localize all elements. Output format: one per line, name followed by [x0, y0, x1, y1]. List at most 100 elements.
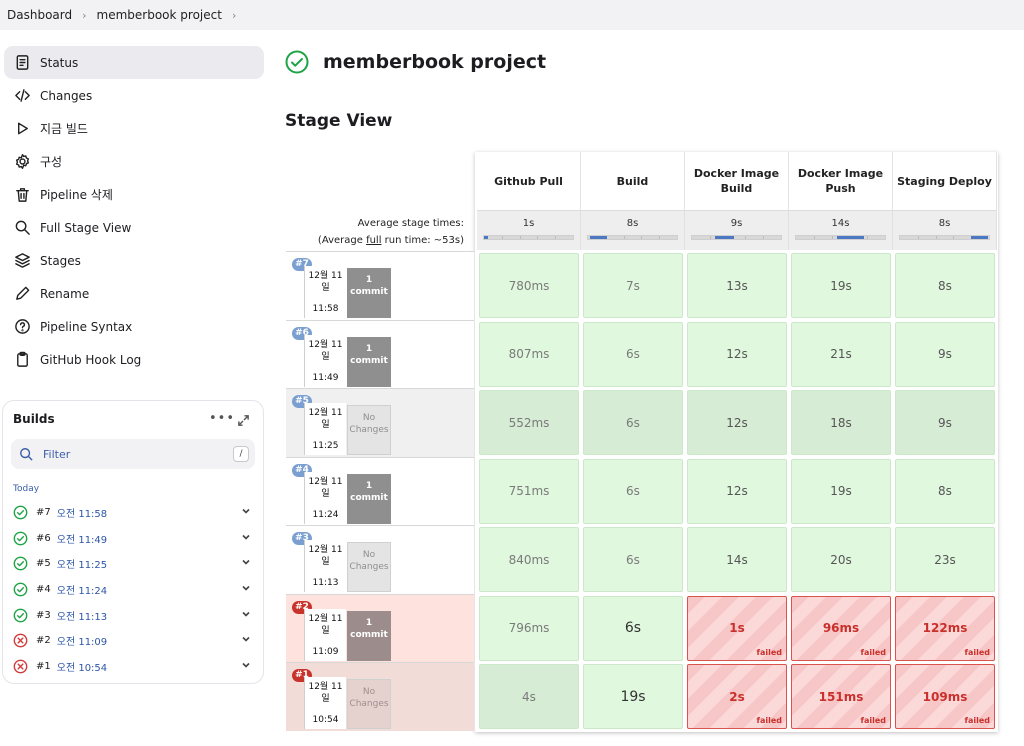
build-time[interactable]: 오전 10:54	[56, 662, 108, 674]
build-number[interactable]: #2	[36, 635, 51, 647]
stage-cell-failed[interactable]: 96ms failed	[791, 595, 891, 661]
sidebar-item-changes[interactable]: Changes	[4, 79, 264, 112]
search-icon	[13, 219, 31, 237]
stage-cell[interactable]: 6s	[583, 595, 683, 661]
success-check-icon	[13, 582, 28, 597]
breadcrumb: Dashboard › memberbook project ›	[0, 0, 1024, 30]
stage-average-value: 8s	[626, 218, 639, 229]
stage-cell[interactable]: 8s	[895, 253, 995, 318]
full-runtime-link[interactable]: full	[366, 235, 382, 246]
stage-cell[interactable]: 19s	[791, 253, 891, 318]
chevron-down-icon[interactable]	[241, 506, 251, 519]
expand-icon[interactable]	[237, 412, 250, 431]
stage-cell[interactable]: 6s	[583, 527, 683, 592]
build-number[interactable]: #6	[36, 532, 51, 544]
sidebar-item-full-stage-view[interactable]: Full Stage View	[4, 211, 264, 244]
avg-label-line2: (Average full run time: ~53s)	[317, 235, 464, 246]
stage-cell[interactable]: 12s	[687, 458, 787, 524]
sidebar-item-pipeline-syntax[interactable]: Pipeline Syntax	[4, 310, 264, 343]
stage-cell-failed[interactable]: 109ms failed	[895, 664, 995, 729]
sidebar-item-stages[interactable]: Stages	[4, 244, 264, 277]
run-changes[interactable]: 1 commit	[347, 473, 391, 524]
stage-cell[interactable]: 21s	[791, 321, 891, 387]
stage-cell[interactable]: 751ms	[479, 458, 579, 524]
build-time[interactable]: 오전 11:13	[56, 611, 108, 623]
stage-cell[interactable]: 6s	[583, 458, 683, 524]
sidebar-item-구성[interactable]: 구성	[4, 145, 264, 178]
stage-cell[interactable]: 9s	[895, 321, 995, 387]
stage-cell[interactable]: 9s	[895, 390, 995, 455]
stage-view-title: Stage View	[285, 111, 393, 131]
build-row[interactable]: #6 오전 11:49	[13, 526, 257, 552]
chevron-down-icon[interactable]	[241, 609, 251, 622]
chevron-down-icon[interactable]	[241, 557, 251, 570]
stage-cell-duration: 6s	[626, 415, 640, 430]
stage-cell[interactable]: 796ms	[479, 595, 579, 661]
build-time[interactable]: 오전 11:25	[56, 560, 108, 572]
stage-header: Docker Image Build	[685, 152, 789, 210]
stage-cell[interactable]: 14s	[687, 527, 787, 592]
run-changes[interactable]: 1 commit	[347, 610, 391, 661]
build-number[interactable]: #4	[36, 584, 51, 596]
stage-cell[interactable]: 8s	[895, 458, 995, 524]
build-number[interactable]: #7	[36, 507, 51, 519]
build-row[interactable]: #2 오전 11:09	[13, 628, 257, 654]
stage-cell[interactable]: 13s	[687, 253, 787, 318]
build-number[interactable]: #1	[36, 660, 51, 672]
stage-cell[interactable]: 840ms	[479, 527, 579, 592]
sidebar-item-pipeline-삭제[interactable]: Pipeline 삭제	[4, 178, 264, 211]
stage-cell[interactable]: 23s	[895, 527, 995, 592]
more-icon[interactable]: •••	[209, 411, 236, 426]
sidebar-item-status[interactable]: Status	[4, 46, 264, 79]
run-date: 12월 11 일 11:24	[304, 471, 346, 524]
stage-cell[interactable]: 12s	[687, 321, 787, 387]
chevron-right-icon[interactable]: ›	[231, 8, 237, 22]
sidebar-item-github-hook-log[interactable]: GitHub Hook Log	[4, 343, 264, 376]
stage-cell[interactable]: 552ms	[479, 390, 579, 455]
stage-cell[interactable]: 19s	[583, 664, 683, 729]
build-row[interactable]: #4 오전 11:24	[13, 577, 257, 603]
chevron-down-icon[interactable]	[241, 634, 251, 647]
build-number[interactable]: #5	[36, 558, 51, 570]
chevron-down-icon[interactable]	[241, 660, 251, 673]
build-row[interactable]: #1 오전 10:54	[13, 654, 257, 680]
stage-cell-duration: 18s	[830, 415, 852, 430]
chevron-down-icon[interactable]	[241, 583, 251, 596]
filter-input[interactable]	[41, 446, 221, 462]
builds-group-label: Today	[13, 484, 40, 494]
breadcrumb-project[interactable]: memberbook project	[96, 8, 222, 22]
stage-cell[interactable]: 20s	[791, 527, 891, 592]
stage-cell-duration: 19s	[830, 484, 852, 498]
stage-cell[interactable]: 19s	[791, 458, 891, 524]
stage-cell-duration: 6s	[624, 620, 642, 636]
run-date: 12월 11 일 11:49	[304, 334, 346, 387]
build-row[interactable]: #3 오전 11:13	[13, 602, 257, 628]
stage-cell-duration: 109ms	[922, 689, 968, 704]
stage-cell-failed[interactable]: 1s failed	[687, 595, 787, 661]
sidebar-item-rename[interactable]: Rename	[4, 277, 264, 310]
build-number[interactable]: #3	[36, 609, 51, 621]
stage-average-fill	[836, 236, 864, 239]
stage-cell[interactable]: 6s	[583, 321, 683, 387]
breadcrumb-dashboard[interactable]: Dashboard	[7, 8, 73, 22]
stage-cell[interactable]: 807ms	[479, 321, 579, 387]
build-time[interactable]: 오전 11:24	[56, 586, 108, 598]
build-row[interactable]: #7 오전 11:58	[13, 500, 257, 526]
chevron-down-icon[interactable]	[241, 532, 251, 545]
build-time[interactable]: 오전 11:49	[56, 534, 108, 546]
run-changes[interactable]: 1 commit	[347, 268, 391, 318]
build-time[interactable]: 오전 11:58	[56, 509, 108, 521]
build-time[interactable]: 오전 11:09	[56, 637, 108, 649]
sidebar-item-지금-빌드[interactable]: 지금 빌드	[4, 112, 264, 145]
stage-cell-failed[interactable]: 151ms failed	[791, 664, 891, 729]
run-changes[interactable]: 1 commit	[347, 336, 391, 387]
build-row[interactable]: #5 오전 11:25	[13, 551, 257, 577]
stage-cell-failed[interactable]: 2s failed	[687, 664, 787, 729]
stage-cell[interactable]: 780ms	[479, 253, 579, 318]
stage-cell[interactable]: 18s	[791, 390, 891, 455]
stage-cell-failed[interactable]: 122ms failed	[895, 595, 995, 661]
stage-cell[interactable]: 6s	[583, 390, 683, 455]
stage-cell[interactable]: 12s	[687, 390, 787, 455]
stage-cell[interactable]: 4s	[479, 664, 579, 729]
stage-cell[interactable]: 7s	[583, 253, 683, 318]
